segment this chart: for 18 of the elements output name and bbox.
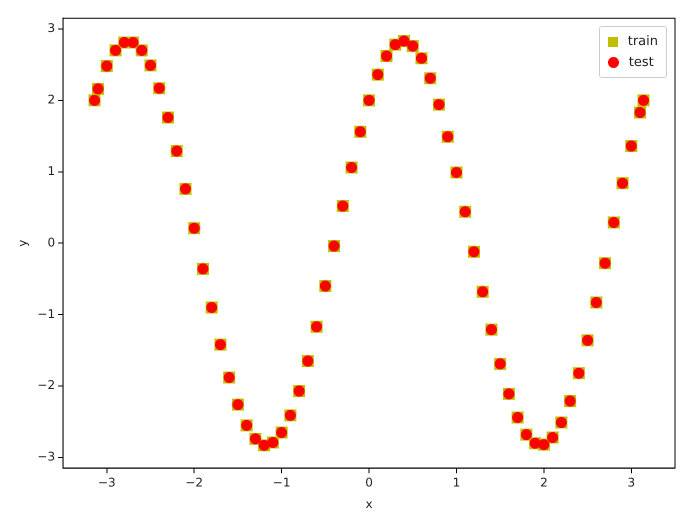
x-tick-label: −1: [272, 476, 290, 490]
legend-label: test: [628, 54, 654, 72]
y-tick-label: −1: [37, 306, 56, 321]
x-tick-label: 0: [365, 476, 373, 490]
y-tick-label: 3: [47, 21, 56, 36]
x-tick-label: 3: [627, 476, 636, 490]
y-tick-label: −2: [37, 378, 56, 392]
x-tick-label: 2: [540, 476, 548, 490]
y-axis-title: y: [15, 240, 30, 247]
x-tick-label: −3: [98, 476, 116, 490]
x-tick-label: −2: [185, 476, 204, 490]
y-tick-label: −3: [37, 450, 56, 464]
y-tick-label: 0: [47, 235, 56, 250]
y-tick-label: 1: [47, 164, 56, 178]
x-tick-label: 1: [452, 476, 460, 490]
y-tick-label: 2: [47, 92, 56, 106]
x-axis-title: x: [365, 496, 373, 511]
legend-label: train: [628, 33, 658, 52]
